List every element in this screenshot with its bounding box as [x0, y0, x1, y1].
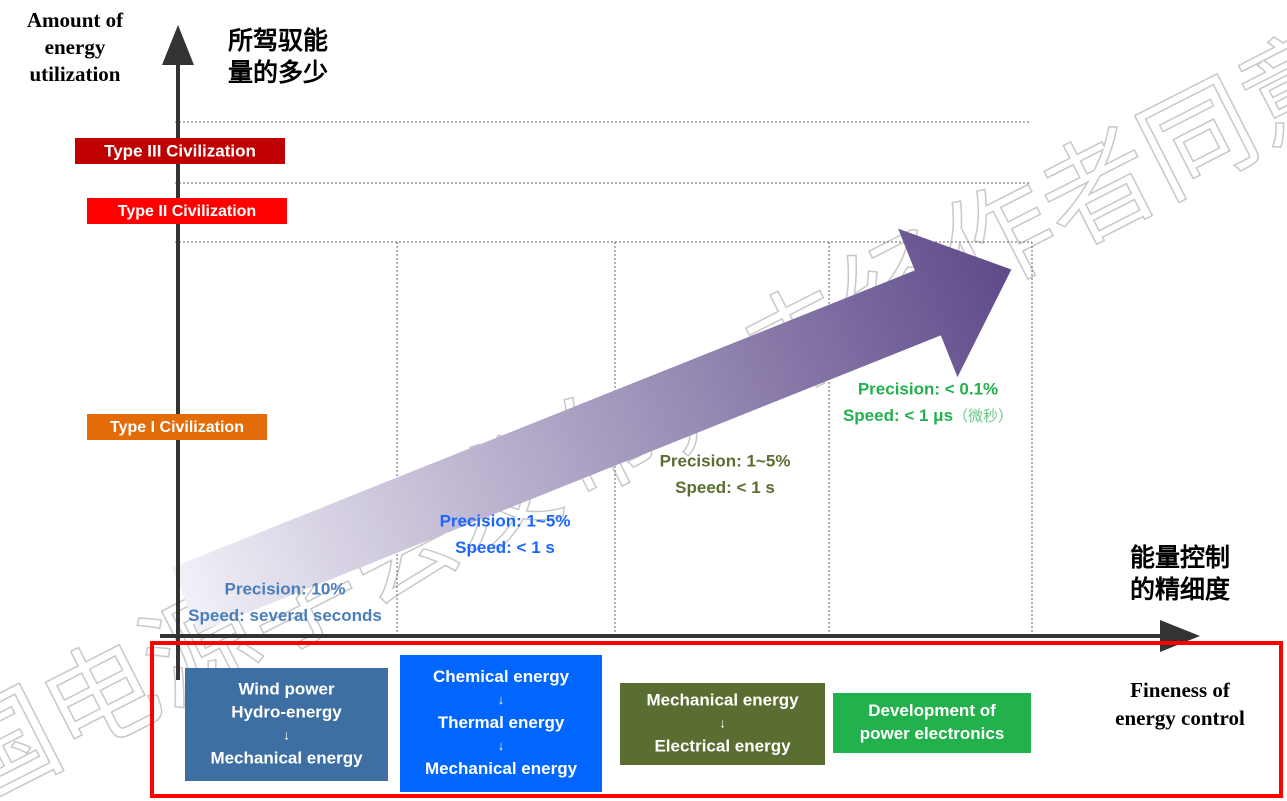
energy-box	[400, 655, 602, 792]
level-box	[75, 138, 285, 164]
speed-value: Speed: < 1 s	[675, 478, 775, 497]
energy-box-line: Hydro-energy	[231, 702, 342, 721]
level-box	[87, 198, 287, 224]
x-axis-label: Fineness of	[1130, 678, 1231, 702]
energy-box-line: ↓	[283, 727, 290, 742]
level-box	[87, 414, 267, 440]
y-axis-label: energy	[45, 35, 106, 59]
energy-box-line: Mechanical energy	[425, 759, 578, 778]
energy-box	[185, 668, 388, 781]
y-axis-label: Amount of	[27, 8, 124, 32]
precision-label: Precision: < 0.1%	[858, 379, 998, 398]
big-arrow	[172, 228, 1012, 633]
speed-label: Speed: < 1 s	[455, 538, 555, 557]
energy-box-line: Development of	[868, 701, 996, 720]
level-label: Type II Civilization	[118, 203, 256, 220]
speed-value: Speed: several seconds	[188, 606, 382, 625]
x-axis-label-zh: 能量控制	[1130, 543, 1230, 572]
y-axis-label-zh: 量的多少	[228, 58, 328, 87]
energy-box	[620, 683, 825, 765]
level-label: Type I Civilization	[110, 419, 244, 436]
precision-label: Precision: 10%	[225, 579, 346, 598]
energy-box-line: ↓	[498, 738, 505, 753]
energy-box-line: Mechanical energy	[210, 748, 363, 767]
energy-box	[833, 693, 1031, 753]
energy-box-line: Mechanical energy	[646, 690, 799, 709]
energy-box-line: Wind power	[238, 679, 335, 698]
speed-value: Speed: < 1 s	[455, 538, 555, 557]
speed-label: Speed: < 1 s	[675, 478, 775, 497]
speed-note: （微秒）	[953, 408, 1013, 425]
energy-box-line: ↓	[498, 692, 505, 707]
speed-value: Speed: < 1 μs	[843, 406, 953, 425]
x-axis-label: energy control	[1115, 706, 1245, 730]
energy-box-line: Thermal energy	[438, 713, 565, 732]
energy-box-line: power electronics	[860, 724, 1005, 743]
energy-box-line: ↓	[719, 715, 726, 730]
level-label: Type III Civilization	[104, 141, 256, 160]
x-axis-label-zh: 的精细度	[1130, 575, 1230, 604]
y-axis-label-zh: 所驾驭能	[228, 26, 328, 55]
speed-label: Speed: several seconds	[188, 606, 382, 625]
y-axis-label: utilization	[29, 62, 120, 86]
speed-label: Speed: < 1 μs（微秒）	[843, 406, 1013, 425]
red-frame	[150, 641, 1283, 798]
energy-box-line: Electrical energy	[654, 736, 791, 755]
precision-label: Precision: 1~5%	[440, 511, 571, 530]
precision-label: Precision: 1~5%	[660, 451, 791, 470]
energy-box-line: Chemical energy	[433, 667, 570, 686]
